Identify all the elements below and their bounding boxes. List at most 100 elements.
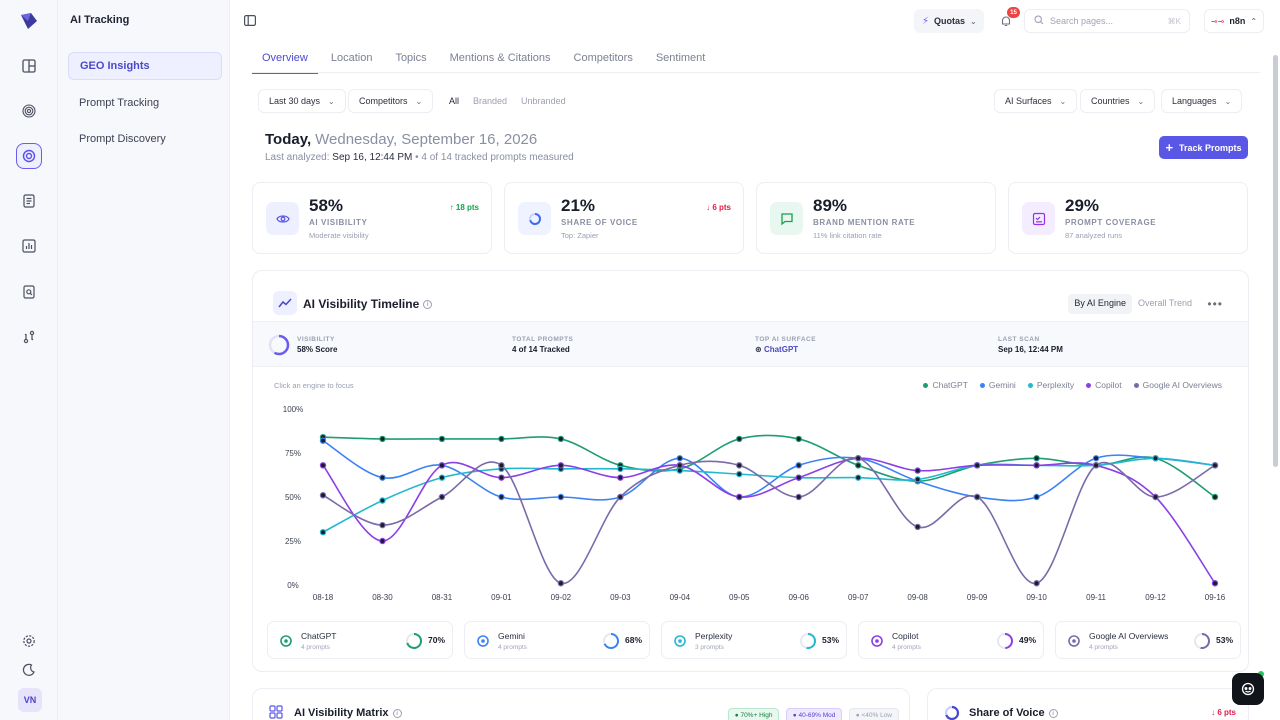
data-point-gemini bbox=[379, 474, 386, 481]
data-point-perplexity bbox=[676, 467, 683, 474]
search-document-icon[interactable] bbox=[17, 280, 41, 304]
engine-progress-ring bbox=[1193, 632, 1211, 650]
tab-competitors[interactable]: Competitors bbox=[573, 52, 633, 64]
toggle-by-ai-engine[interactable]: By AI Engine bbox=[1068, 294, 1132, 314]
search-placeholder: Search pages... bbox=[1050, 16, 1114, 26]
toggle-sidebar-icon[interactable] bbox=[244, 15, 257, 27]
page-scrollbar[interactable] bbox=[1273, 55, 1278, 467]
dark-mode-moon-icon[interactable] bbox=[17, 658, 41, 682]
engine-card-copilot[interactable]: Copilot 4 prompts 49% bbox=[858, 621, 1044, 659]
engine-card-chatgpt[interactable]: ChatGPT 4 prompts 70% bbox=[267, 621, 453, 659]
user-avatar[interactable]: VN bbox=[18, 688, 42, 712]
engine-percent: 68% bbox=[625, 635, 643, 645]
grid-icon bbox=[269, 705, 283, 720]
data-point-google-ai-overviews bbox=[1152, 493, 1159, 501]
notifications-bell-icon[interactable] bbox=[1000, 15, 1012, 27]
page-title: Today, Wednesday, September 16, 2026 bbox=[265, 131, 537, 148]
x-tick-label: 09-16 bbox=[1205, 593, 1226, 602]
engine-name: Gemini bbox=[498, 631, 525, 641]
track-prompts-button[interactable]: + Track Prompts bbox=[1159, 136, 1248, 159]
sidebar-item-geo-insights[interactable]: GEO Insights bbox=[68, 52, 222, 80]
trend-line-icon bbox=[273, 291, 297, 315]
info-icon[interactable]: i bbox=[1048, 708, 1058, 718]
date-range-select[interactable]: Last 30 days ⌄ bbox=[258, 89, 346, 113]
segment-branded[interactable]: Branded bbox=[473, 96, 508, 106]
legend-moderate-text: 40-69% Mod bbox=[798, 712, 836, 719]
ai-surfaces-select[interactable]: AI Surfaces ⌄ bbox=[994, 89, 1078, 113]
matrix-title-text: AI Visibility Matrix bbox=[294, 707, 389, 719]
legend-low-text: <40% Low bbox=[861, 712, 892, 719]
series-line-google-ai-overviews bbox=[322, 457, 1216, 585]
x-tick-label: 09-01 bbox=[491, 593, 512, 602]
bar-chart-icon[interactable] bbox=[17, 234, 41, 258]
kpi-label: BRAND MENTION RATE bbox=[813, 218, 916, 227]
sidebar-item-prompt-tracking[interactable]: Prompt Tracking bbox=[79, 97, 160, 109]
stat-key: TOP AI SURFACE bbox=[755, 336, 817, 343]
tab-topics[interactable]: Topics bbox=[395, 52, 427, 64]
competitors-select[interactable]: Competitors ⌄ bbox=[348, 89, 434, 113]
tab-mentions-citations[interactable]: Mentions & Citations bbox=[449, 52, 551, 64]
fingerprint-icon[interactable] bbox=[17, 99, 41, 123]
x-tick-label: 08-31 bbox=[432, 593, 453, 602]
data-point-chatgpt bbox=[795, 435, 802, 443]
engine-card-gemini[interactable]: Gemini 4 prompts 68% bbox=[464, 621, 650, 659]
x-tick-label: 09-03 bbox=[610, 593, 631, 602]
kpi-card-prompt-coverage[interactable]: 29% PROMPT COVERAGE 87 analyzed runs bbox=[1008, 182, 1248, 254]
data-point-copilot bbox=[914, 467, 921, 474]
assistant-icon bbox=[1241, 682, 1255, 696]
segment-all[interactable]: All bbox=[449, 96, 460, 106]
data-point-google-ai-overviews bbox=[1033, 580, 1040, 587]
search-box[interactable]: Search pages... ⌘K bbox=[1024, 9, 1190, 33]
kpi-card-brand-mention-rate[interactable]: 89% BRAND MENTION RATE 11% link citation… bbox=[756, 182, 996, 254]
ai-tracking-icon[interactable] bbox=[16, 143, 42, 169]
sidebar-item-prompt-discovery[interactable]: Prompt Discovery bbox=[79, 133, 166, 145]
info-icon[interactable]: i bbox=[423, 300, 433, 310]
copilot-icon bbox=[870, 634, 884, 648]
legend-item-google-ai-overviews[interactable]: Google AI Overviews bbox=[1133, 380, 1222, 390]
workflow-icon[interactable] bbox=[17, 325, 41, 349]
data-point-chatgpt bbox=[498, 435, 505, 443]
countries-label: Countries bbox=[1091, 96, 1130, 106]
brand-logo[interactable] bbox=[19, 11, 39, 31]
toggle-overall-trend[interactable]: Overall Trend bbox=[1137, 298, 1192, 308]
stat-value: 58% Score bbox=[297, 345, 338, 354]
timeline-title-text: AI Visibility Timeline bbox=[303, 297, 420, 311]
data-point-chatgpt bbox=[736, 435, 743, 443]
x-tick-label: 09-10 bbox=[1026, 593, 1047, 602]
tab-overview[interactable]: Overview bbox=[252, 44, 318, 74]
segment-unbranded[interactable]: Unbranded bbox=[521, 96, 566, 106]
line-chart-svg[interactable]: 100% 75% 50% 25% 0% 08-18 08-30 08-31 09-01 09-02… bbox=[267, 371, 1232, 611]
timeline-stats-row: VISIBILITY 58% Score TOTAL PROMPTS 4 of 14… bbox=[253, 321, 1248, 367]
tab-location[interactable]: Location bbox=[330, 52, 373, 64]
settings-gear-icon[interactable] bbox=[17, 629, 41, 653]
section-sidebar: AI Tracking GEO Insights Prompt Tracking… bbox=[58, 0, 230, 720]
engine-card-google-ai-overviews[interactable]: Google AI Overviews 4 prompts 53% bbox=[1055, 621, 1241, 659]
data-point-google-ai-overviews bbox=[795, 493, 802, 501]
kpi-card-ai-visibility[interactable]: 58% AI VISIBILITY Moderate visibility ↑ … bbox=[252, 182, 492, 254]
info-icon[interactable]: i bbox=[392, 708, 402, 718]
quotas-button[interactable]: ⚡ Quotas ⌄ bbox=[914, 9, 984, 33]
google-ai-overviews-icon bbox=[1067, 634, 1081, 648]
data-point-google-ai-overviews bbox=[498, 462, 505, 469]
stat-total-prompts: TOTAL PROMPTS 4 of 14 Tracked bbox=[512, 336, 573, 354]
legend-item-copilot[interactable]: Copilot bbox=[1086, 380, 1122, 390]
legend-item-chatgpt[interactable]: ChatGPT bbox=[923, 380, 968, 390]
top-bar: ⚡ Quotas ⌄ 15 Search pages... ⌘K ⊸⊸ n8n … bbox=[230, 0, 1280, 42]
stat-visibility: VISIBILITY 58% Score bbox=[297, 336, 337, 354]
legend-item-gemini[interactable]: Gemini bbox=[979, 380, 1016, 390]
document-list-icon[interactable] bbox=[17, 189, 41, 213]
layout-grid-icon[interactable] bbox=[17, 54, 41, 78]
more-options-icon[interactable]: ••• bbox=[1207, 297, 1223, 311]
countries-select[interactable]: Countries ⌄ bbox=[1080, 89, 1156, 113]
sov-title-text: Share of Voice bbox=[969, 707, 1045, 719]
y-tick-label: 25% bbox=[285, 537, 301, 546]
assistant-chat-button[interactable] bbox=[1232, 673, 1264, 705]
tab-sentiment[interactable]: Sentiment bbox=[655, 52, 706, 64]
languages-select[interactable]: Languages ⌄ bbox=[1161, 89, 1243, 113]
kpi-value: 21% bbox=[561, 196, 596, 215]
kpi-delta: ↑ 18 pts bbox=[449, 203, 479, 212]
workspace-switcher[interactable]: ⊸⊸ n8n ⌃ bbox=[1204, 9, 1264, 33]
kpi-card-share-of-voice[interactable]: 21% SHARE OF VOICE Top: Zapier ↓ 6 pts bbox=[504, 182, 744, 254]
legend-item-perplexity[interactable]: Perplexity bbox=[1027, 380, 1074, 390]
engine-card-perplexity[interactable]: Perplexity 3 prompts 53% bbox=[661, 621, 847, 659]
